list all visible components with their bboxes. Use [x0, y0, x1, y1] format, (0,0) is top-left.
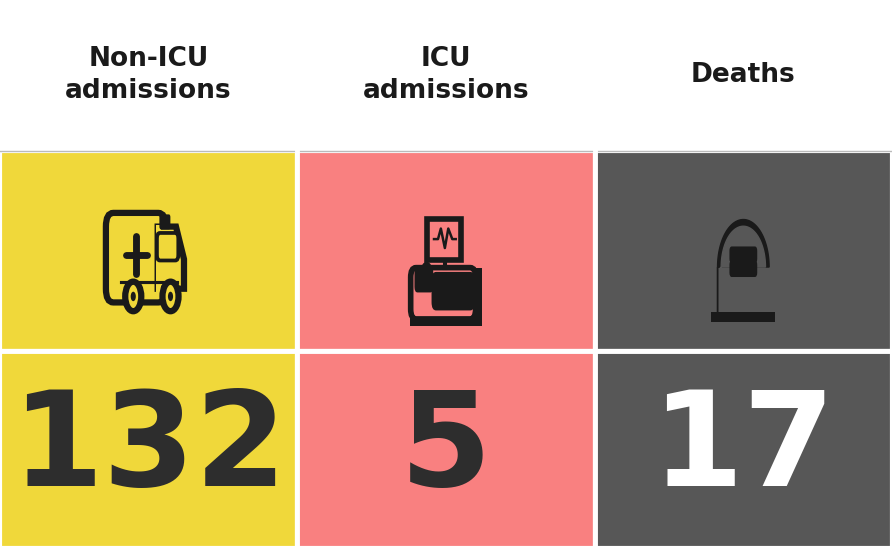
FancyBboxPatch shape	[730, 260, 757, 277]
FancyBboxPatch shape	[157, 233, 178, 260]
FancyBboxPatch shape	[432, 272, 475, 310]
Bar	[410, 268, 416, 326]
Bar	[297, 151, 595, 351]
Circle shape	[131, 292, 136, 301]
Bar	[297, 351, 595, 548]
FancyBboxPatch shape	[410, 267, 475, 319]
FancyBboxPatch shape	[427, 219, 461, 260]
Text: 17: 17	[651, 386, 835, 513]
FancyBboxPatch shape	[730, 247, 757, 263]
Bar	[712, 312, 775, 322]
Text: 5: 5	[401, 386, 491, 513]
FancyBboxPatch shape	[415, 267, 434, 293]
FancyBboxPatch shape	[160, 214, 170, 229]
Circle shape	[168, 292, 173, 301]
Text: 132: 132	[11, 386, 286, 513]
Text: Non-ICU
admissions: Non-ICU admissions	[65, 47, 232, 104]
Polygon shape	[717, 220, 769, 315]
Bar	[476, 268, 482, 326]
Bar	[595, 151, 892, 351]
FancyBboxPatch shape	[106, 213, 166, 302]
Bar	[0, 151, 297, 351]
Circle shape	[125, 282, 141, 311]
Bar	[0, 351, 297, 548]
Text: ICU
admissions: ICU admissions	[363, 47, 529, 104]
Text: Deaths: Deaths	[691, 62, 796, 88]
Circle shape	[162, 282, 178, 311]
Polygon shape	[158, 227, 184, 289]
Polygon shape	[722, 226, 765, 308]
Bar	[595, 351, 892, 548]
Circle shape	[420, 262, 433, 285]
Bar	[410, 316, 482, 326]
